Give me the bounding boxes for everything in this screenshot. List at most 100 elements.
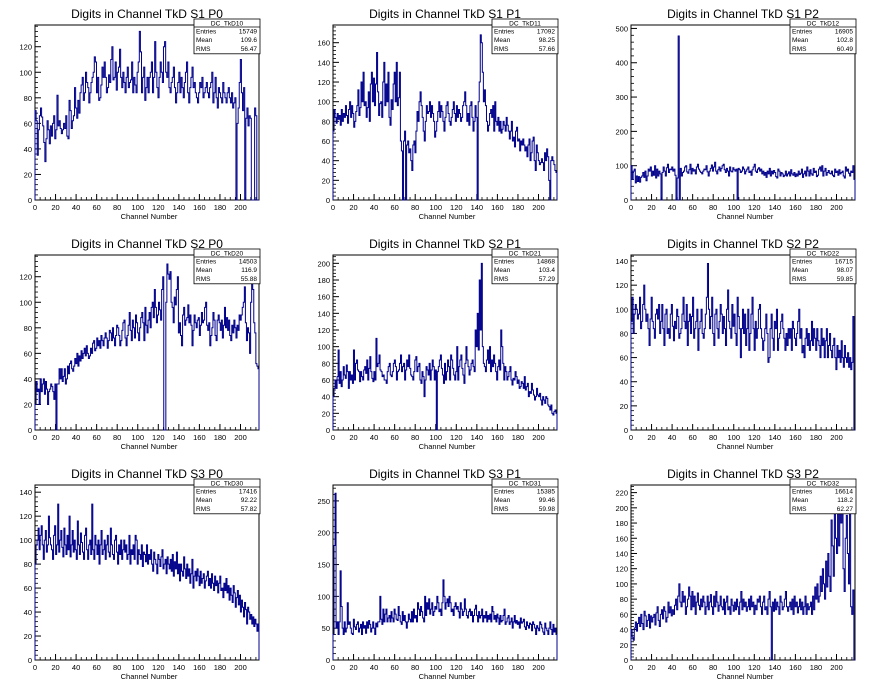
x-tick-label: 60 [390, 663, 398, 672]
x-tick-label: 80 [113, 203, 121, 212]
stats-value: 15749 [239, 29, 257, 36]
stats-label: RMS [494, 46, 509, 53]
y-tick-label: 120 [19, 43, 32, 52]
x-tick-label: 160 [491, 433, 504, 442]
stats-label: Entries [196, 259, 217, 266]
x-tick-label: 20 [647, 203, 655, 212]
y-tick-label: 60 [24, 119, 32, 128]
stats-value: 92.22 [241, 497, 258, 504]
stats-label: Mean [494, 267, 511, 274]
y-tick-label: 0 [28, 656, 32, 665]
stats-label: Mean [494, 497, 511, 504]
y-tick-label: 40 [24, 145, 32, 154]
y-tick-label: 120 [19, 273, 32, 282]
chart-title: Digits in Channel TkD S3 P1 [369, 467, 521, 481]
stats-name: DC_TkD20 [211, 251, 244, 258]
stats-value: 109.6 [241, 37, 258, 44]
histogram-panel: Digits in Channel TkD S1 P1 0 20 40 60 80 100 1… [317, 7, 559, 221]
histogram-series [332, 34, 558, 201]
y-tick-label: 40 [24, 608, 32, 617]
histogram-panel: Digits in Channel TkD S2 P0 0 20 40 60 80 100 1… [19, 237, 261, 451]
y-tick-label: 60 [322, 376, 330, 385]
y-tick-label: 300 [615, 93, 628, 102]
y-tick-label: 400 [615, 59, 628, 68]
x-tick-label: 180 [214, 203, 227, 212]
x-tick-label: 80 [709, 203, 717, 212]
x-tick-label: 180 [810, 203, 823, 212]
x-tick-label: 200 [234, 433, 247, 442]
y-tick-label: 140 [19, 488, 32, 497]
x-tick-label: 20 [51, 433, 59, 442]
stats-label: Mean [196, 37, 213, 44]
stats-box [789, 478, 857, 515]
x-tick-label: 40 [72, 663, 80, 672]
x-tick-label: 40 [72, 433, 80, 442]
x-tick-label: 120 [748, 433, 761, 442]
stats-label: Entries [792, 29, 813, 36]
stats-name: DC_TkD30 [211, 481, 244, 488]
x-tick-label: 200 [830, 433, 843, 442]
plot-frame [332, 24, 558, 201]
x-tick-label: 100 [429, 663, 442, 672]
plot-frame [630, 24, 856, 201]
x-tick-label: 0 [331, 203, 335, 212]
histogram-panel: Digits in Channel TkD S3 P0 0 20 40 60 80 100 1… [19, 467, 261, 681]
x-tick-label: 160 [193, 203, 206, 212]
y-tick-label: 60 [620, 610, 628, 619]
x-tick-label: 20 [349, 203, 357, 212]
x-tick-label: 140 [173, 203, 186, 212]
x-tick-label: 40 [370, 433, 378, 442]
histogram-panel: Digits in Channel TkD S1 P2 0 20 40 60 80 100 1… [615, 7, 857, 221]
plot-frame [332, 254, 558, 431]
stats-value: 57.29 [539, 276, 556, 283]
stats-value: 14868 [537, 259, 555, 266]
x-tick-label: 100 [429, 203, 442, 212]
stats-name: DC_TkD10 [211, 21, 244, 28]
y-tick-label: 200 [317, 259, 330, 268]
stats-name: DC_TkD22 [807, 251, 840, 258]
x-tick-label: 60 [688, 203, 696, 212]
x-tick-label: 0 [629, 203, 633, 212]
stats-value: 98.25 [539, 37, 556, 44]
x-tick-label: 200 [532, 663, 545, 672]
y-tick-label: 40 [322, 393, 330, 402]
x-tick-label: 120 [450, 433, 463, 442]
x-tick-label: 200 [532, 203, 545, 212]
y-tick-label: 120 [615, 565, 628, 574]
stats-label: Mean [196, 267, 213, 274]
x-tick-label: 160 [491, 203, 504, 212]
stats-value: 59.85 [837, 276, 854, 283]
x-tick-label: 180 [512, 663, 525, 672]
stats-label: RMS [196, 46, 211, 53]
x-tick-label: 40 [668, 203, 676, 212]
stats-label: RMS [792, 46, 807, 53]
x-tick-label: 200 [830, 203, 843, 212]
chart-title: Digits in Channel TkD S1 P0 [71, 7, 223, 21]
stats-value: 14503 [239, 259, 257, 266]
x-axis-label: Channel Number [717, 672, 774, 681]
histogram-panel: Digits in Channel TkD S1 P0 0 20 40 60 80 100 1… [19, 7, 261, 221]
x-tick-label: 120 [748, 203, 761, 212]
histogram-series [34, 503, 260, 660]
y-tick-label: 40 [620, 626, 628, 635]
x-tick-label: 140 [173, 433, 186, 442]
x-tick-label: 120 [450, 203, 463, 212]
x-tick-label: 120 [152, 203, 165, 212]
stats-label: Mean [792, 497, 809, 504]
x-tick-label: 160 [789, 203, 802, 212]
x-tick-label: 200 [532, 433, 545, 442]
x-tick-label: 140 [769, 433, 782, 442]
x-tick-label: 60 [92, 203, 100, 212]
x-tick-label: 100 [727, 203, 740, 212]
y-tick-label: 200 [317, 529, 330, 538]
y-tick-label: 100 [615, 162, 628, 171]
stats-name: DC_TkD32 [807, 481, 840, 488]
x-axis-label: Channel Number [717, 212, 774, 221]
stats-box [491, 18, 559, 55]
x-tick-label: 140 [471, 663, 484, 672]
x-tick-label: 60 [92, 433, 100, 442]
stats-box [491, 478, 559, 515]
y-tick-label: 20 [322, 409, 330, 418]
y-tick-label: 60 [322, 137, 330, 146]
x-tick-label: 20 [647, 663, 655, 672]
